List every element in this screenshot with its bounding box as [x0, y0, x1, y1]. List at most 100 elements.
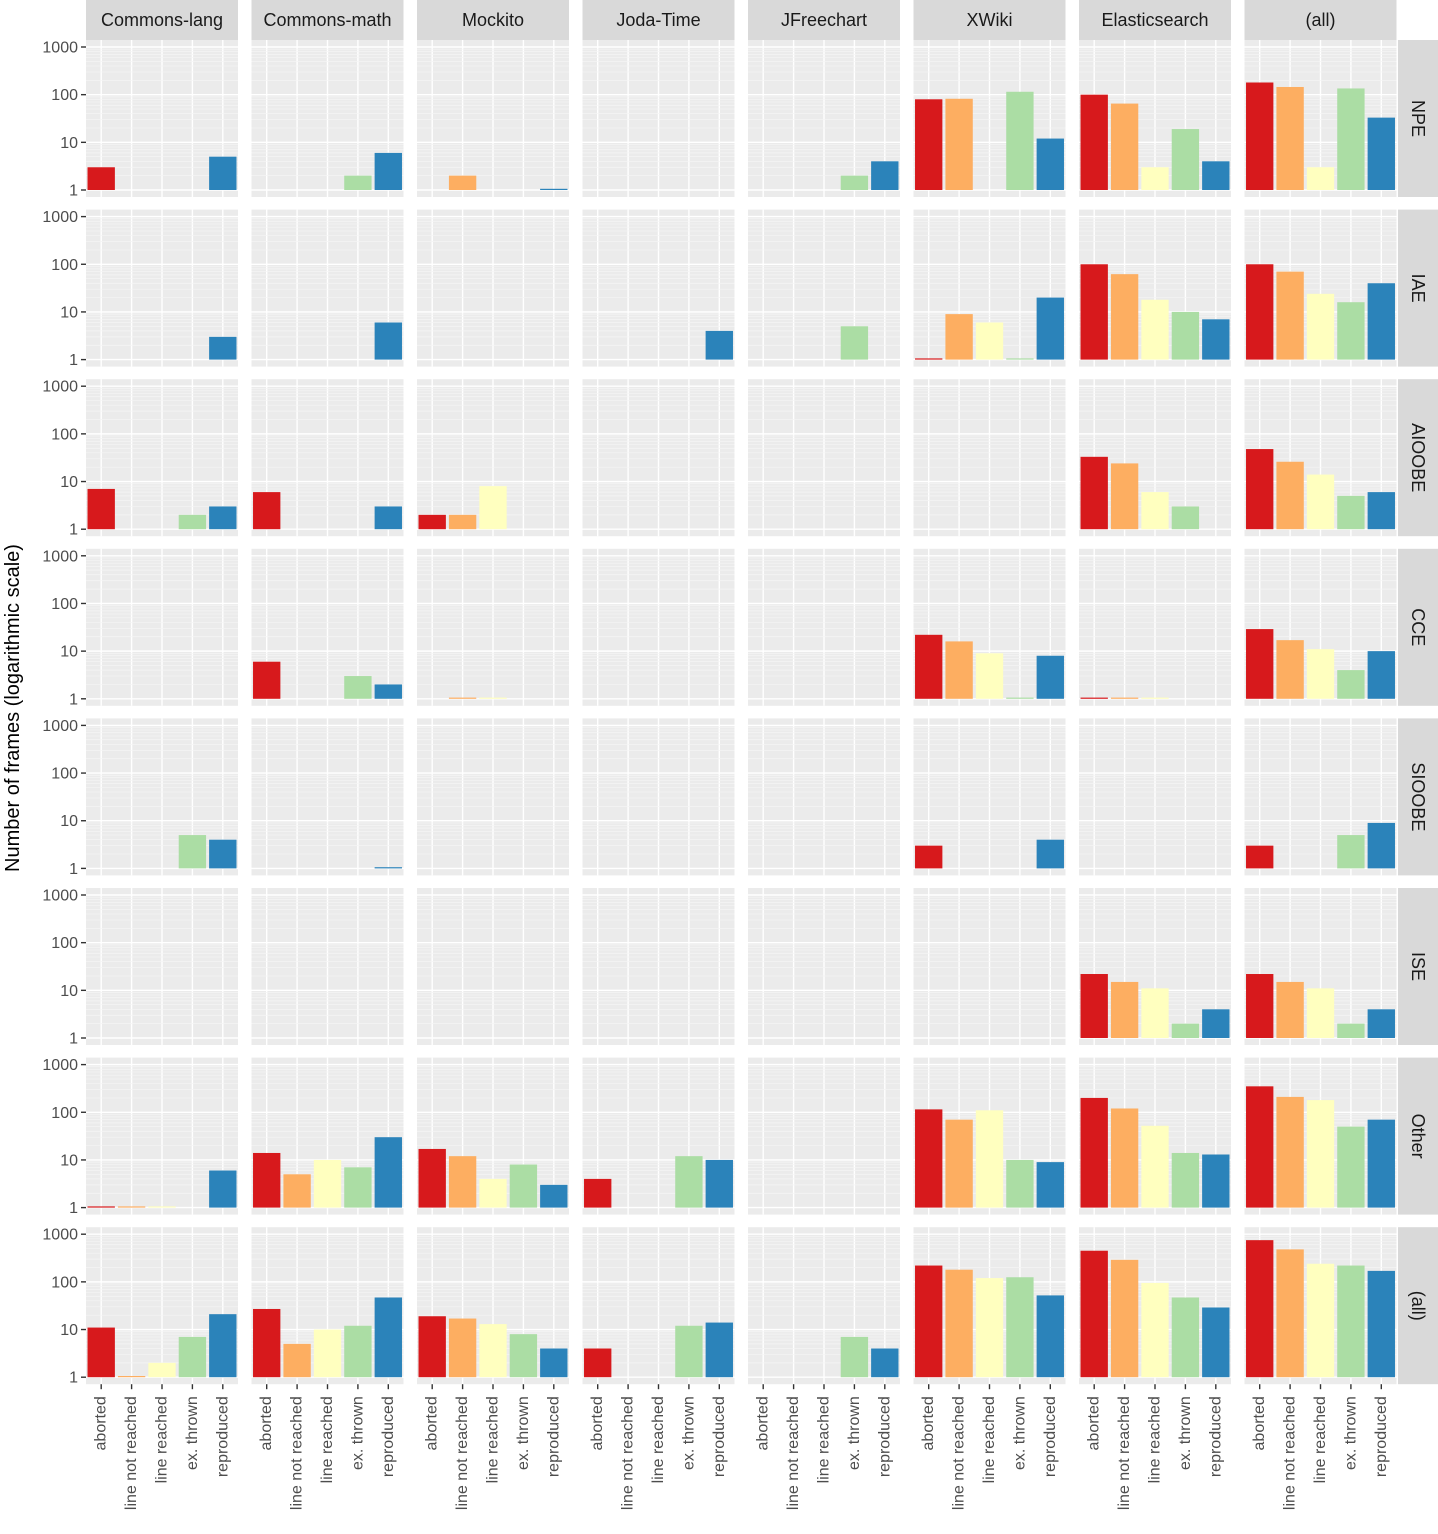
bar-all-all-line-not-reached — [1276, 1249, 1304, 1378]
bar-aioobe-elasticsearch-line-not-reached — [1110, 463, 1139, 530]
bar-other-commons-math-reproduced — [374, 1137, 402, 1208]
bar-all-all-aborted — [1246, 1240, 1274, 1378]
y-tick-label: 100 — [51, 257, 78, 274]
x-tick-label: line reached — [981, 1396, 998, 1483]
panel-sioobe-commons-lang — [86, 718, 238, 876]
y-tick-label: 100 — [51, 596, 78, 613]
panel-iae-mockito — [417, 209, 569, 367]
row-strip-label: CCE — [1408, 608, 1428, 646]
bar-iae-all-line-reached — [1306, 293, 1335, 360]
bar-all-commons-math-line-not-reached — [283, 1343, 311, 1378]
column-strip-label: Commons-lang — [101, 10, 223, 30]
bar-all-xwiki-line-not-reached — [945, 1269, 973, 1378]
bar-other-joda-time-reproduced — [705, 1159, 733, 1208]
bar-all-all-ex-thrown — [1337, 1265, 1365, 1378]
bar-all-elasticsearch-line-reached — [1141, 1282, 1169, 1378]
bar-other-mockito-aborted — [418, 1148, 446, 1208]
bar-all-joda-time-reproduced — [705, 1322, 733, 1378]
column-facet-strips: Commons-lang Commons-math Mockito Joda-Time… — [86, 0, 1397, 40]
bar-all-commons-math-reproduced — [374, 1297, 402, 1378]
column-strip-label: (all) — [1306, 10, 1336, 30]
bar-aioobe-commons-lang-reproduced — [209, 506, 237, 530]
bar-npe-elasticsearch-line-not-reached — [1110, 103, 1139, 190]
bar-all-mockito-line-not-reached — [448, 1318, 477, 1378]
x-tick-label: reproduced — [1207, 1396, 1224, 1477]
y-tick-label: 1000 — [42, 40, 78, 57]
bar-other-elasticsearch-reproduced — [1202, 1154, 1230, 1208]
x-tick-label: reproduced — [1373, 1396, 1390, 1477]
x-tick-label: line reached — [1312, 1396, 1329, 1483]
bar-iae-xwiki-aborted — [915, 358, 943, 360]
bar-iae-elasticsearch-line-not-reached — [1110, 274, 1139, 360]
column-strip-commons-lang — [86, 0, 238, 40]
row-strip-sioobe — [1398, 718, 1438, 876]
y-tick-label: 10 — [60, 813, 78, 830]
y-tick-label: 1 — [69, 1031, 78, 1048]
bar-sioobe-all-reproduced — [1367, 822, 1395, 869]
row-strip-aioobe — [1398, 379, 1438, 537]
bar-all-elasticsearch-aborted — [1080, 1250, 1108, 1378]
panel-aioobe-jfreechart — [748, 379, 900, 537]
bar-all-elasticsearch-ex-thrown — [1171, 1297, 1200, 1378]
bar-sioobe-commons-lang-ex-thrown — [178, 835, 207, 869]
bar-cce-elasticsearch-line-not-reached — [1110, 697, 1139, 699]
bar-other-all-ex-thrown — [1337, 1126, 1365, 1208]
column-strip-label: XWiki — [967, 10, 1013, 30]
bar-cce-xwiki-aborted — [915, 634, 943, 699]
bar-all-mockito-reproduced — [540, 1348, 568, 1378]
bar-other-commons-math-line-reached — [313, 1159, 342, 1208]
row-strip-label: AIOOBE — [1408, 423, 1428, 492]
panel-ise-joda-time — [582, 888, 735, 1045]
column-strip-joda-time — [582, 0, 735, 40]
column-strip-label: Commons-math — [263, 10, 391, 30]
bar-aioobe-mockito-aborted — [418, 514, 446, 530]
bar-ise-elasticsearch-line-not-reached — [1110, 981, 1139, 1038]
x-tick-label: line reached — [816, 1396, 833, 1483]
y-tick-label: 1 — [69, 691, 78, 708]
y-tick-label: 1 — [69, 183, 78, 200]
y-tick-label: 1 — [69, 522, 78, 539]
bar-cce-xwiki-ex-thrown — [1006, 697, 1034, 699]
bar-npe-xwiki-ex-thrown — [1006, 91, 1034, 190]
bar-iae-elasticsearch-line-reached — [1141, 299, 1169, 360]
bar-iae-commons-math-reproduced — [374, 322, 402, 360]
bar-cce-commons-math-aborted — [253, 661, 281, 699]
bar-all-jfreechart-ex-thrown — [840, 1336, 869, 1378]
x-tick-label: line reached — [1147, 1396, 1164, 1483]
bar-aioobe-elasticsearch-aborted — [1080, 456, 1108, 530]
y-tick-label: 1 — [69, 1370, 78, 1387]
bar-cce-commons-math-reproduced — [374, 684, 402, 699]
bar-iae-xwiki-ex-thrown — [1006, 358, 1034, 360]
x-tick-label: line reached — [485, 1396, 502, 1483]
x-tick-label: line reached — [650, 1396, 667, 1483]
bar-other-mockito-line-not-reached — [448, 1156, 477, 1208]
bar-other-xwiki-aborted — [915, 1109, 943, 1208]
bar-npe-commons-math-ex-thrown — [344, 175, 372, 190]
bar-npe-mockito-line-not-reached — [448, 175, 477, 190]
row-strip-all — [1398, 1227, 1438, 1385]
bar-ise-all-line-reached — [1306, 988, 1335, 1038]
y-tick-label: 1000 — [42, 1227, 78, 1244]
bar-npe-elasticsearch-ex-thrown — [1171, 129, 1200, 190]
x-tick-label: aborted — [755, 1396, 772, 1450]
bar-other-commons-lang-line-not-reached — [117, 1206, 146, 1208]
bar-sioobe-commons-lang-reproduced — [209, 839, 237, 869]
bar-aioobe-commons-lang-ex-thrown — [178, 514, 207, 530]
panel-iae-jfreechart — [748, 209, 900, 367]
bar-all-commons-math-aborted — [253, 1308, 281, 1378]
y-tick-label: 10 — [60, 135, 78, 152]
bar-cce-all-aborted — [1246, 629, 1274, 699]
bar-all-joda-time-aborted — [584, 1348, 612, 1378]
y-tick-label: 10 — [60, 1152, 78, 1169]
bar-all-jfreechart-reproduced — [871, 1348, 899, 1378]
bar-all-xwiki-reproduced — [1036, 1295, 1064, 1378]
x-tick-label: ex. thrown — [680, 1396, 697, 1470]
bar-sioobe-xwiki-aborted — [915, 845, 943, 869]
bar-aioobe-all-aborted — [1246, 449, 1274, 530]
y-tick-label: 100 — [51, 426, 78, 443]
x-tick-label: reproduced — [1042, 1396, 1059, 1477]
bar-npe-xwiki-aborted — [915, 99, 943, 190]
x-tick-label: reproduced — [214, 1396, 231, 1477]
row-strip-npe — [1398, 40, 1438, 197]
bar-sioobe-all-aborted — [1246, 845, 1274, 869]
